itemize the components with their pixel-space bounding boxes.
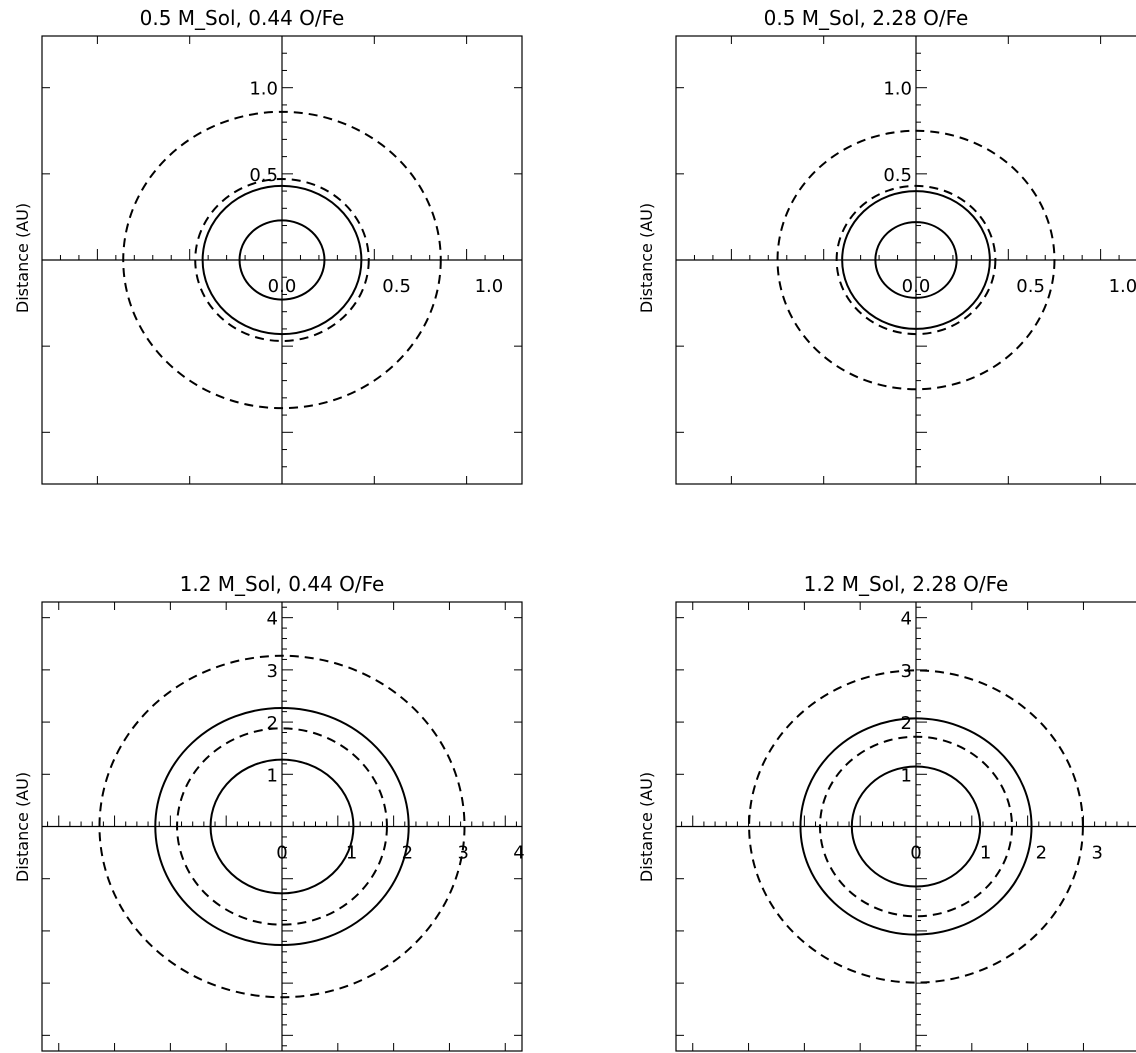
dashed-circle-2	[835, 184, 997, 336]
y-axis-label: Distance (AU)	[13, 203, 32, 313]
x-tick-label: 3	[457, 843, 468, 864]
dashed-circle-3	[98, 654, 466, 999]
x-tick-label: 1	[346, 843, 357, 864]
x-tick-label: 2	[402, 843, 413, 864]
y-tick-label: 1	[267, 765, 278, 786]
solid-circle-0	[238, 219, 326, 301]
panel-bottom-left: 1.2 M_Sol, 0.44 O/Fe Distance (AU) 0 1 2 3 4…	[13, 572, 525, 1052]
dashed-circle-2	[194, 178, 370, 342]
y-tick-label: 0.5	[883, 165, 912, 186]
x-tick-label: 1	[980, 843, 991, 864]
x-tick-label: 0	[910, 843, 921, 864]
y-axis-label: Distance (AU)	[637, 772, 656, 882]
panel-title: 0.5 M_Sol, 2.28 O/Fe	[764, 6, 969, 30]
y-tick-label: 1.0	[883, 79, 912, 100]
y-tick-label: 2	[901, 713, 912, 734]
panel-title: 1.2 M_Sol, 0.44 O/Fe	[180, 572, 385, 596]
y-axis-label: Distance (AU)	[637, 203, 656, 313]
panel-title: 1.2 M_Sol, 2.28 O/Fe	[804, 572, 1009, 596]
dashed-circle-1	[819, 735, 1013, 918]
x-tick-label: 1.0	[475, 276, 504, 297]
panel-top-right: 0.5 M_Sol, 2.28 O/Fe Distance (AU) 0.0 0.…	[637, 6, 1136, 485]
solid-circle-2	[799, 717, 1033, 936]
y-tick-label: 1.0	[249, 79, 278, 100]
x-tick-label: 0.0	[902, 276, 931, 297]
panel-title: 0.5 M_Sol, 0.44 O/Fe	[140, 6, 345, 30]
plot-area: 0.0 0.5 1.0 0.5 1.0	[41, 35, 523, 485]
y-tick-label: 4	[901, 609, 912, 630]
solid-circle-1	[841, 190, 991, 330]
panel-top-left: 0.5 M_Sol, 0.44 O/Fe Distance (AU) 0.0 0.…	[13, 6, 523, 485]
x-tick-label: 2	[1036, 843, 1047, 864]
solid-circle-0	[850, 765, 982, 888]
panel-bottom-right: 1.2 M_Sol, 2.28 O/Fe Distance (AU) 0 1 2 3 4…	[637, 572, 1136, 1052]
dashed-circle-3	[776, 129, 1056, 391]
y-tick-label: 2	[267, 713, 278, 734]
y-tick-label: 4	[267, 609, 278, 630]
solid-circle-0	[209, 758, 355, 895]
x-tick-label: 0.0	[268, 276, 297, 297]
y-axis-label: Distance (AU)	[13, 772, 32, 882]
y-tick-label: 1	[901, 765, 912, 786]
y-tick-label: 0.5	[249, 165, 278, 186]
x-tick-label: 0.5	[382, 276, 411, 297]
plot-area: 0 1 2 3 4 1 2 3 4	[41, 601, 525, 1052]
solid-circle-1	[201, 184, 363, 336]
x-tick-label: 0.5	[1016, 276, 1045, 297]
x-tick-label: 4	[513, 843, 524, 864]
dashed-circle-1	[176, 727, 388, 926]
x-tick-label: 1.0	[1109, 276, 1136, 297]
y-tick-label: 3	[267, 661, 278, 682]
x-tick-label: 0	[276, 843, 287, 864]
dashed-circle-3	[748, 669, 1084, 984]
y-tick-label: 3	[901, 661, 912, 682]
solid-circle-2	[154, 706, 410, 947]
x-tick-label: 3	[1091, 843, 1102, 864]
dashed-circle-3	[122, 110, 442, 410]
solid-circle-0	[874, 221, 958, 299]
plot-area: 0.0 0.5 1.0 0.5 1.0	[675, 35, 1136, 485]
